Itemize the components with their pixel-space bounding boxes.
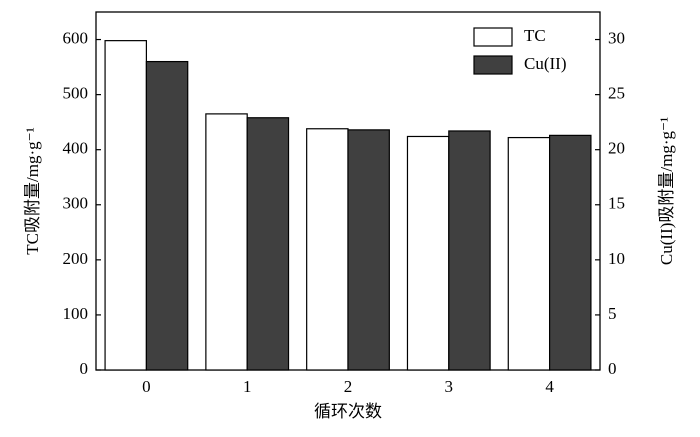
bar <box>548 134 592 371</box>
bar <box>205 113 248 371</box>
y2-tick-label: 0 <box>608 359 617 378</box>
y2-tick-label: 5 <box>608 304 617 323</box>
legend-label: TC <box>524 26 546 45</box>
bar <box>145 60 189 371</box>
x-tick-label: 4 <box>545 377 554 396</box>
bar <box>406 135 450 371</box>
legend-swatch <box>473 55 513 75</box>
y2-tick-label: 15 <box>608 194 625 213</box>
legend-swatch <box>473 27 513 47</box>
bar <box>448 130 491 371</box>
bar <box>306 128 349 371</box>
y-tick-label: 0 <box>80 359 89 378</box>
y2-axis-label: Cu(II)吸附量/mg·g⁻¹ <box>657 117 676 265</box>
y2-tick-label: 20 <box>608 139 625 158</box>
y-tick-label: 600 <box>63 28 89 47</box>
x-tick-label: 0 <box>142 377 151 396</box>
y-axis-label: TC吸附量/mg·g⁻¹ <box>23 127 42 254</box>
bar <box>104 40 147 371</box>
x-tick-label: 3 <box>445 377 454 396</box>
bar <box>507 136 551 371</box>
y2-tick-label: 10 <box>608 249 625 268</box>
x-axis-label: 循环次数 <box>314 402 382 421</box>
y-tick-label: 300 <box>63 194 89 213</box>
x-tick-label: 2 <box>344 377 353 396</box>
bar <box>347 129 390 371</box>
legend-label: Cu(II) <box>524 54 566 73</box>
y-tick-label: 400 <box>63 139 89 158</box>
y-tick-label: 100 <box>63 304 89 323</box>
y-tick-label: 200 <box>63 249 89 268</box>
x-tick-label: 1 <box>243 377 252 396</box>
y2-tick-label: 25 <box>608 84 625 103</box>
y2-tick-label: 30 <box>608 28 625 47</box>
bar <box>246 117 290 371</box>
y-tick-label: 500 <box>63 84 89 103</box>
